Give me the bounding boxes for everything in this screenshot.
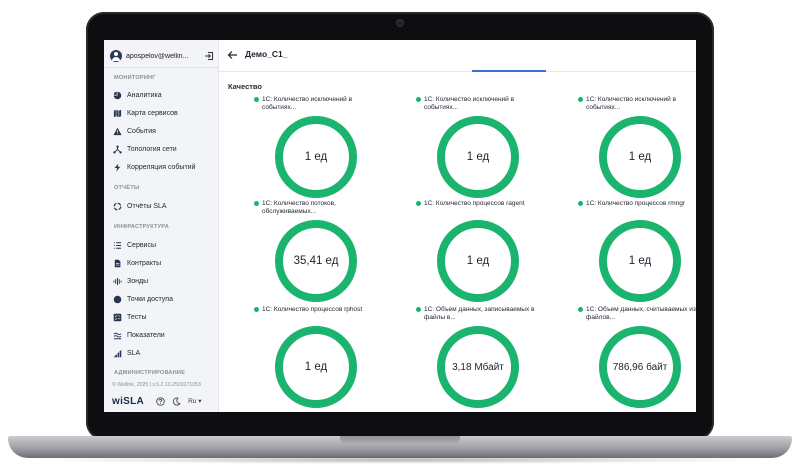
header: Демо_С1_ — [219, 40, 696, 72]
sla-icon — [113, 349, 122, 357]
widget-title: 1С: Количество потоков, обслуживаемых... — [262, 200, 336, 215]
camera — [396, 19, 404, 27]
widget-title: 1С: Объем данных, считываемых из файлов.… — [586, 306, 696, 321]
pie-chart-icon — [113, 91, 122, 99]
active-tab-indicator — [472, 70, 546, 72]
wisla-logo: wiSLA — [112, 395, 145, 407]
back-arrow-icon[interactable] — [227, 50, 238, 60]
widget-value: 1 ед — [628, 255, 652, 267]
widget-title: 1С: Количество исключений в событиях... — [262, 96, 353, 111]
status-dot — [254, 201, 259, 206]
sidebar-item-services[interactable]: Сервисы — [113, 239, 217, 251]
copyright-text: © Wellink, 2025 | v.5.2.10.2503271053 — [112, 382, 201, 388]
laptop-base — [8, 436, 792, 458]
status-dot — [416, 97, 421, 102]
report-ring-icon — [113, 202, 122, 210]
widget-title: 1С: Количество процессов rmngr — [586, 200, 686, 207]
map-icon — [113, 109, 122, 117]
laptop-notch — [340, 436, 460, 445]
metric-widget[interactable]: 1С: Количество процессов rphost 1 ед — [254, 306, 384, 410]
sidebar-item-service-map[interactable]: Карта сервисов — [113, 107, 217, 119]
status-dot — [578, 201, 583, 206]
moon-icon[interactable] — [172, 396, 181, 406]
widget-value: 35,41 ед — [293, 255, 339, 267]
metric-widget[interactable]: 1С: Объем данных, считываемых из файлов.… — [578, 306, 696, 410]
sidebar-item-contracts[interactable]: Контракты — [113, 257, 217, 269]
lightning-icon — [114, 162, 121, 172]
chevron-down-icon: ▾ — [198, 398, 202, 405]
widget-title: 1С: Количество процессов ragent — [424, 200, 525, 207]
sidebar-item-metrics[interactable]: Показатели — [113, 329, 217, 341]
sidebar-item-tests[interactable]: Тесты — [113, 311, 217, 323]
status-dot — [578, 97, 583, 102]
gauge-ring: 1 ед — [437, 116, 519, 198]
sidebar-item-network-topology[interactable]: Топология сети — [113, 143, 217, 155]
section-title-monitoring: МОНИТОРИНГ — [114, 75, 156, 81]
widget-value: 3,18 Мбайт — [452, 361, 504, 373]
signal-icon — [113, 277, 122, 285]
gauge-ring: 3,18 Мбайт — [437, 326, 519, 408]
widget-value: 1 ед — [466, 255, 490, 267]
widget-value: 1 ед — [628, 151, 652, 163]
metric-widget[interactable]: 1С: Объем данных, записываемых в файлы в… — [416, 306, 546, 410]
gauge-ring: 786,96 байт — [599, 326, 681, 408]
status-dot — [254, 307, 259, 312]
section-heading: Качество — [228, 82, 263, 91]
gauge-ring: 1 ед — [437, 220, 519, 302]
laptop-shadow — [30, 456, 770, 464]
widget-title: 1С: Объем данных, записываемых в файлы в… — [424, 306, 535, 321]
section-title-infrastructure: ИНФРАСТРУКТУРА — [114, 224, 169, 230]
section-title-administration: АДМИНИСТРИРОВАНИЕ — [114, 370, 186, 376]
metric-widget[interactable]: 1С: Количество процессов rmngr 1 ед — [578, 200, 696, 304]
widget-title: 1С: Количество процессов rphost — [262, 306, 363, 313]
page-title: Демо_С1_ — [245, 49, 288, 59]
warning-icon — [113, 127, 122, 135]
gauge-ring: 1 ед — [599, 116, 681, 198]
language-select[interactable]: Ru ▾ — [188, 397, 201, 405]
list-icon — [113, 241, 122, 249]
user-menu[interactable]: apospelov@wellin... — [110, 49, 214, 63]
widget-value: 1 ед — [304, 151, 328, 163]
status-dot — [254, 97, 259, 102]
widget-title: 1С: Количество исключений в событиях... — [424, 96, 515, 111]
sidebar-item-access-points[interactable]: Точки доступа — [113, 293, 217, 305]
gauge-ring: 1 ед — [275, 326, 357, 408]
widget-value: 1 ед — [466, 151, 490, 163]
widget-value: 786,96 байт — [612, 361, 668, 373]
gauge-ring: 35,41 ед — [275, 220, 357, 302]
checklist-icon — [113, 313, 122, 321]
metrics-icon — [113, 332, 122, 339]
gauge-ring: 1 ед — [275, 116, 357, 198]
sidebar-item-sla[interactable]: SLA — [113, 347, 217, 359]
screen: apospelov@wellin... МОНИТОРИНГ Аналитика… — [104, 40, 696, 412]
metric-widget[interactable]: 1С: Количество потоков, обслуживаемых...… — [254, 200, 384, 304]
sidebar-item-analytics[interactable]: Аналитика — [113, 89, 217, 101]
sidebar-divider — [104, 67, 219, 68]
globe-icon — [113, 295, 122, 303]
language-value: Ru — [188, 398, 197, 405]
status-dot — [416, 201, 421, 206]
sidebar-item-probes[interactable]: Зонды — [113, 275, 217, 287]
metric-widget[interactable]: 1С: Количество исключений в событиях... … — [416, 96, 546, 200]
user-name: apospelov@wellin... — [126, 52, 189, 60]
help-icon[interactable] — [156, 396, 165, 406]
sidebar-item-events[interactable]: События — [113, 125, 217, 137]
document-icon — [114, 259, 121, 267]
topology-icon — [113, 144, 122, 154]
metric-widget[interactable]: 1С: Количество исключений в событиях... … — [578, 96, 696, 200]
section-title-reports: ОТЧЁТЫ — [114, 185, 140, 191]
logout-icon[interactable] — [204, 51, 214, 61]
sidebar-footer: wiSLA Ru ▾ — [112, 395, 216, 407]
metric-widget[interactable]: 1С: Количество исключений в событиях... … — [254, 96, 384, 200]
avatar — [110, 50, 122, 62]
status-dot — [416, 307, 421, 312]
metric-widget[interactable]: 1С: Количество процессов ragent 1 ед — [416, 200, 546, 304]
sidebar: apospelov@wellin... МОНИТОРИНГ Аналитика… — [104, 40, 219, 412]
gauge-ring: 1 ед — [599, 220, 681, 302]
widget-value: 1 ед — [304, 361, 328, 373]
sidebar-item-sla-reports[interactable]: Отчёты SLA — [113, 200, 217, 212]
widget-title: 1С: Количество исключений в событиях... — [586, 96, 677, 111]
sidebar-item-event-correlation[interactable]: Корреляция событий — [113, 161, 217, 173]
status-dot — [578, 307, 583, 312]
